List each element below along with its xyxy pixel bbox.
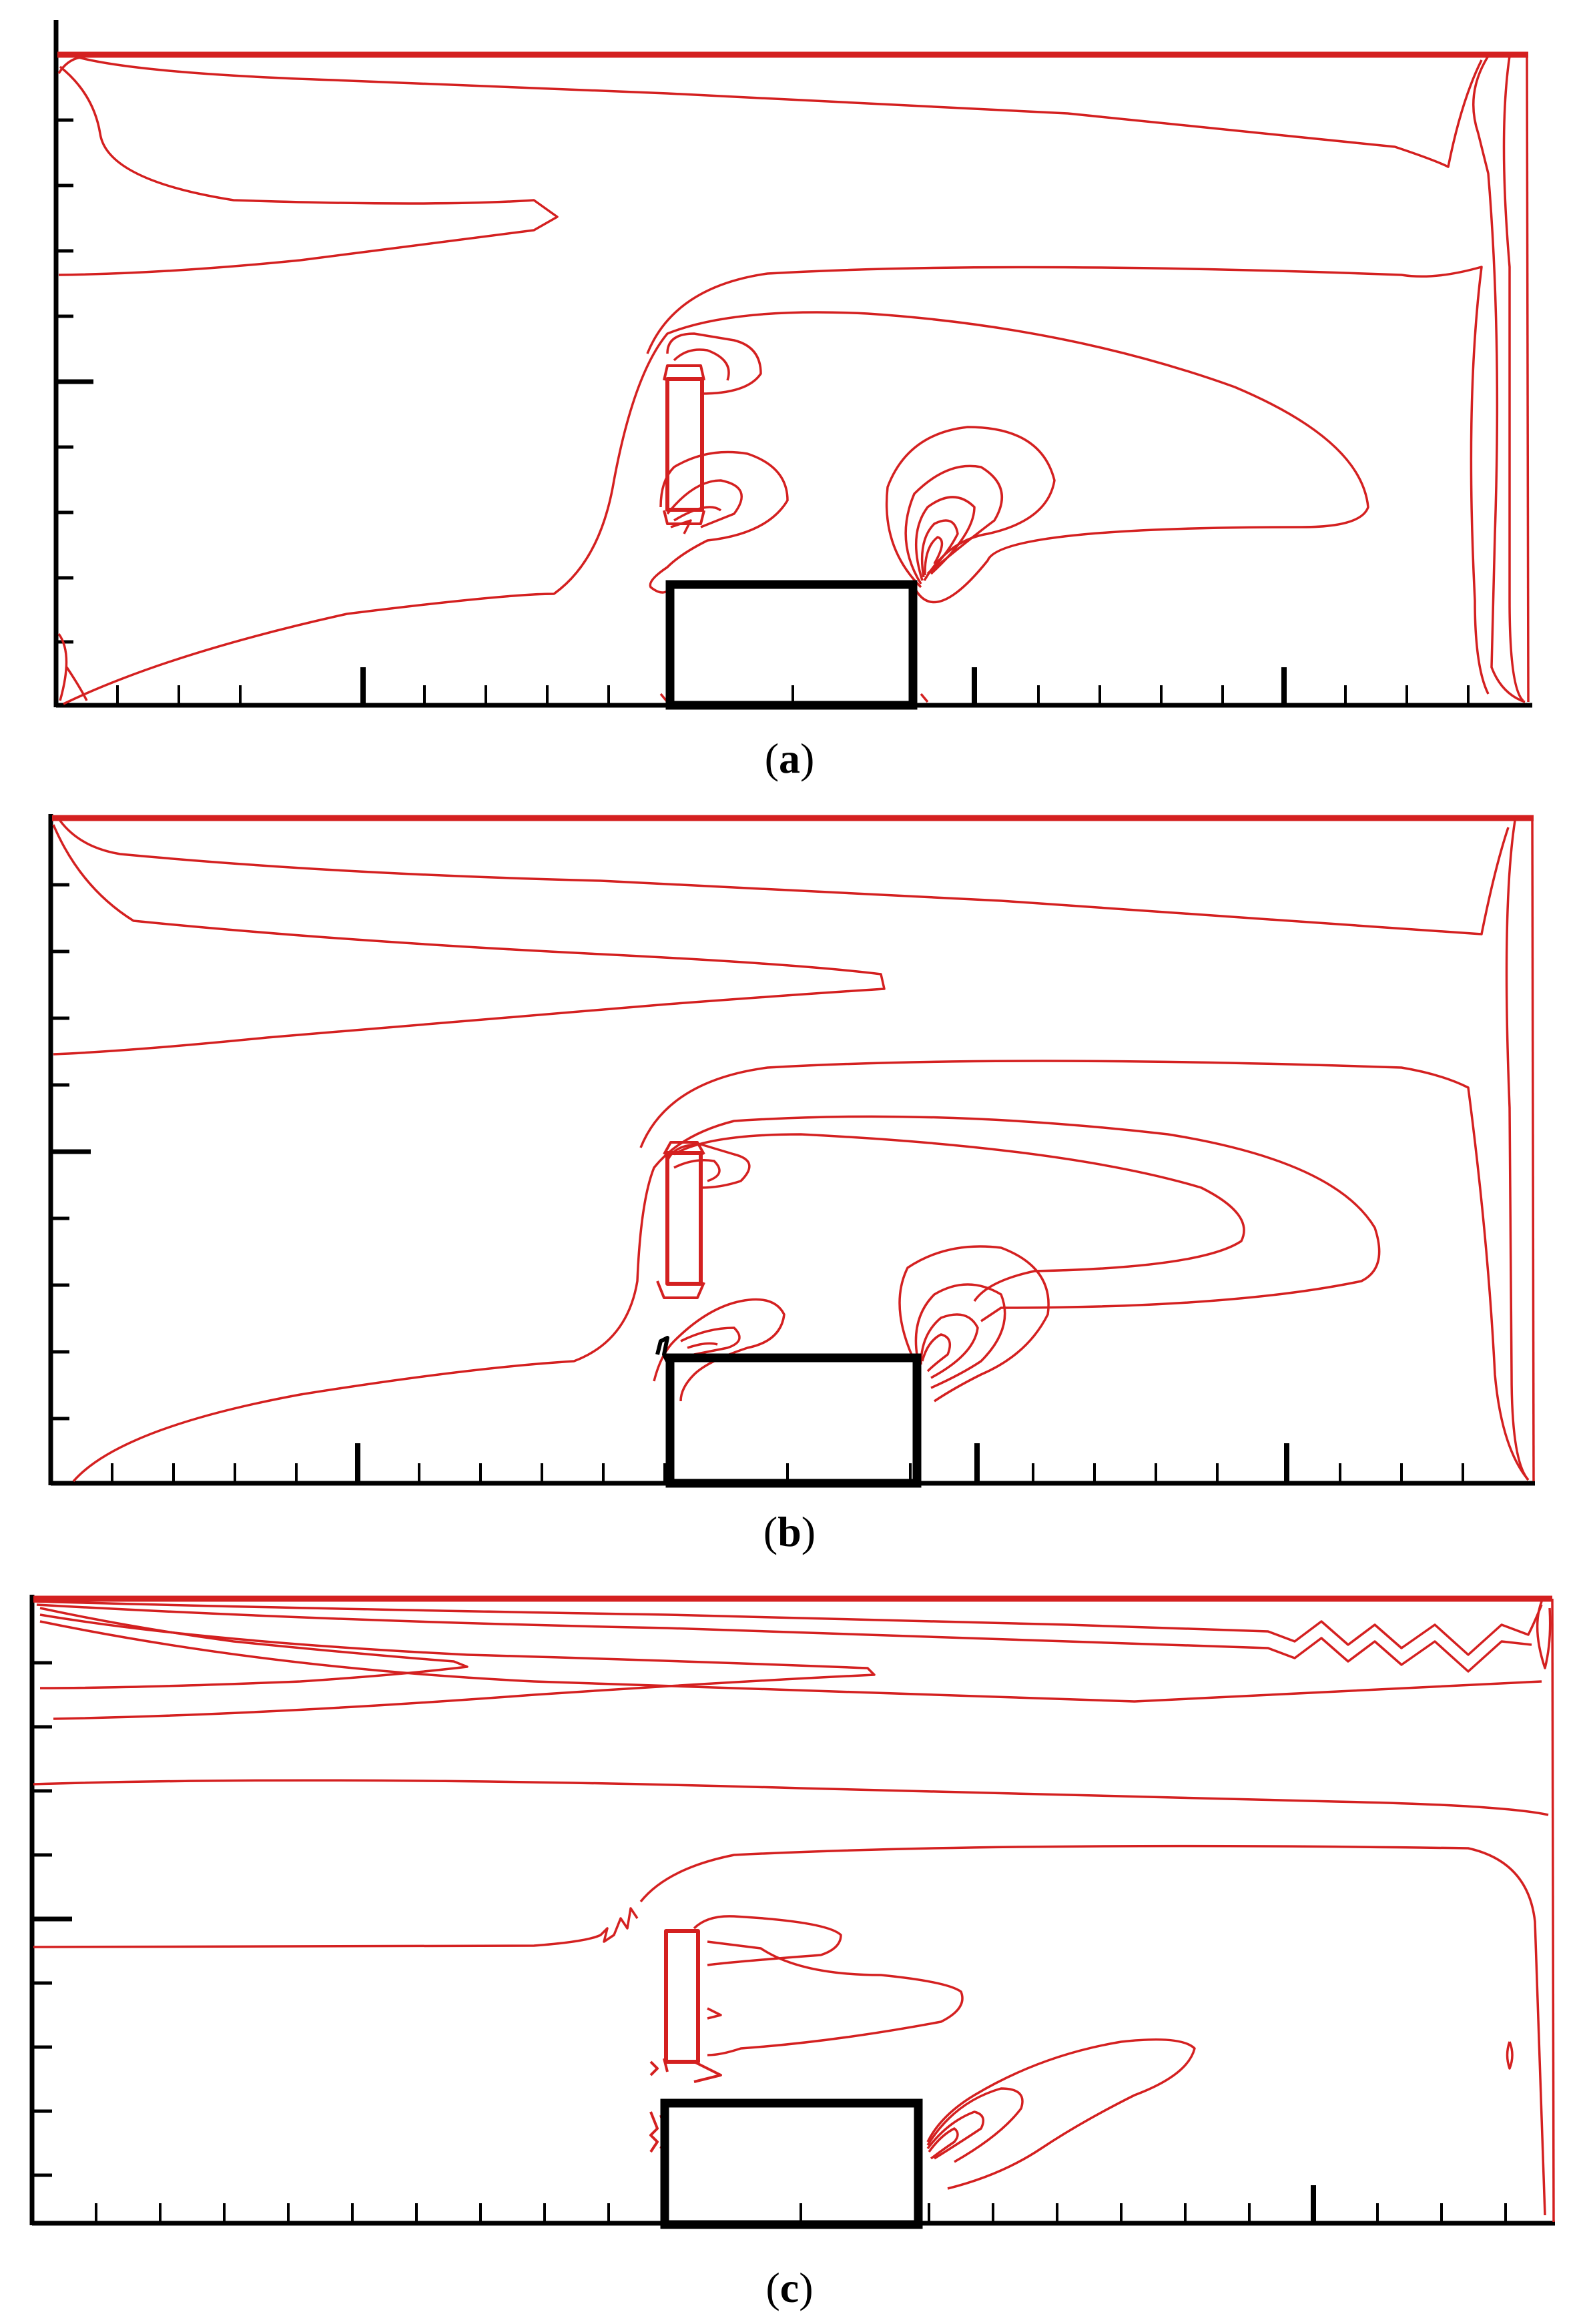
panel-c xyxy=(29,1595,1555,2229)
panel-a-contour-left-corner xyxy=(57,56,81,74)
panel-b-contour-right xyxy=(1531,817,1535,1482)
panel-b-contour-vortex-2 xyxy=(914,1283,1006,1389)
panel-a-contour-plate-3 xyxy=(649,450,789,594)
panel-b-contour-plate-2 xyxy=(673,1159,721,1182)
panel-a-x-ticks xyxy=(116,667,1470,705)
panel-b-contour-vortex-4 xyxy=(921,1333,952,1373)
panel-b-contour-vortex-1 xyxy=(898,1245,1050,1403)
panel-b-contour-plate-3 xyxy=(653,1298,785,1402)
panel-b-contour-mid xyxy=(639,1060,1530,1481)
panel-b-contours xyxy=(52,815,1535,1483)
panel-c-contour-isolated xyxy=(1506,2041,1514,2070)
panel-b-label: (b) xyxy=(763,1508,816,1555)
panel-b-contour-plate-4 xyxy=(680,1326,741,1356)
panel-b-contour-wake xyxy=(72,1115,1381,1483)
panel-a-plate xyxy=(665,377,704,512)
panel-a-contour-upper xyxy=(73,55,1483,168)
panel-b-contour-vortex-3 xyxy=(920,1313,979,1379)
panel-c-plate-lower-marks xyxy=(649,2111,659,2153)
panel-a-contour-wake xyxy=(63,311,1369,705)
panel-a-contour-plate-1 xyxy=(666,332,762,395)
panel-a-label: (a) xyxy=(765,735,815,782)
panel-c-contour-lobe-2 xyxy=(39,1613,876,1720)
panel-a-obstacle xyxy=(665,580,918,710)
panel-c-contour-plate-3 xyxy=(707,2007,722,2020)
panel-c-contour-wake-right-3 xyxy=(926,2110,985,2160)
panel-c-contour-wake-right-4 xyxy=(928,2127,959,2160)
panel-a-plate-tip-top xyxy=(663,364,705,381)
panel-b-contour-wake-2 xyxy=(673,1133,1245,1302)
panel-b xyxy=(48,814,1535,1488)
panel-b-contour-plate-5 xyxy=(687,1342,718,1349)
panel-c-plate xyxy=(664,1929,700,2064)
panel-b-plate xyxy=(665,1151,703,1286)
panel-b-x-ticks xyxy=(111,1443,1464,1483)
panel-a-bottom-corner-left-2 xyxy=(65,667,88,701)
panel-a-contour-tr-corner-2 xyxy=(1502,55,1524,702)
panel-b-plate-tip-bottom xyxy=(656,1280,705,1299)
panel-c-contour-wake-right xyxy=(926,2038,1196,2190)
panel-a-contour-left-lobe xyxy=(58,65,559,276)
panel-c-contours xyxy=(33,1595,1555,2223)
panel-a-bottom-corner-left xyxy=(57,633,68,701)
panel-a-contour-vortex-1 xyxy=(885,426,1056,589)
panel-c-plate-tip-bottom xyxy=(663,2058,722,2083)
panel-c-y-ticks xyxy=(32,1596,72,2177)
panel-a xyxy=(53,20,1532,710)
panel-b-plate-tip-top xyxy=(663,1141,705,1155)
panel-a-contour-vortex-2 xyxy=(904,464,1003,585)
panel-a-contour-plate-4 xyxy=(666,479,743,528)
panel-a-contours xyxy=(57,51,1530,705)
panel-c-contour-right xyxy=(1551,1598,1555,2223)
panel-c-contour-mid xyxy=(639,1844,1546,2216)
panel-c-contour-right-2 xyxy=(1536,1601,1552,1669)
panel-c-stripe-1 xyxy=(33,1600,1543,1656)
panel-b-contour-left-lobe xyxy=(52,824,886,1056)
panel-c-contour-long-2 xyxy=(33,1779,1549,1816)
panel-c-contour-wake-left xyxy=(33,1907,639,1948)
panel-a-contour-vortex-3 xyxy=(914,496,976,581)
panel-b-plate-near-obstacle xyxy=(655,1336,669,1363)
panel-a-axes xyxy=(53,20,1532,708)
panel-c-label: (c) xyxy=(765,2264,813,2311)
panel-a-contour-right xyxy=(1526,54,1530,703)
panel-a-contour-vortex-4 xyxy=(920,519,959,578)
panel-c-left-marks xyxy=(649,2060,659,2076)
panel-a-plate-tip-bottom xyxy=(663,510,705,525)
panel-c-contour-plate-1 xyxy=(693,1915,842,1966)
panel-c-stripe-2 xyxy=(36,1603,1532,1673)
panel-a-contour-vortex-5 xyxy=(924,536,944,576)
panel-b-y-ticks xyxy=(51,815,91,1421)
panel-b-contour-plate-1 xyxy=(666,1143,751,1189)
panel-a-contour-mid xyxy=(646,266,1490,695)
panel-c-obstacle xyxy=(660,2098,923,2229)
panel-b-obstacle xyxy=(665,1353,922,1488)
panel-a-contour-tr-corner xyxy=(1472,55,1526,703)
panel-b-contour-upper xyxy=(59,819,1510,935)
panel-c-contour-wake-right-2 xyxy=(926,2087,1024,2163)
panel-c-x-ticks xyxy=(95,2185,1507,2223)
panel-c-contour-plate-2 xyxy=(707,1940,964,2056)
panel-c-contour-long-1 xyxy=(39,1620,1542,1703)
panel-a-contour-plate-2 xyxy=(673,348,730,381)
panel-b-contour-right-2 xyxy=(1505,820,1530,1481)
panel-a-y-ticks xyxy=(56,53,93,644)
panel-b-axes xyxy=(48,814,1535,1486)
